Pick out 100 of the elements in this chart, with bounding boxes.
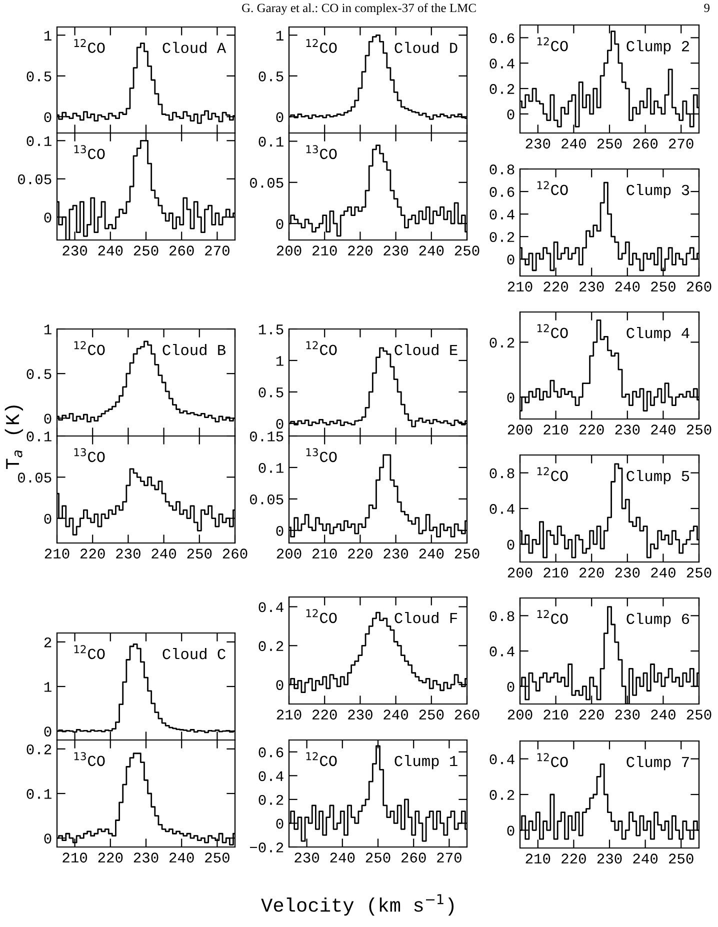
y-tick-label: 0.4 <box>490 58 514 69</box>
x-tick-label: 230 <box>384 548 408 559</box>
x-tick-label: 220 <box>80 548 105 559</box>
x-tick-label: 250 <box>134 246 158 256</box>
x-tick-label: 250 <box>651 282 676 292</box>
x-tick-label: 250 <box>454 246 480 256</box>
x-tick-label: 260 <box>222 548 248 559</box>
annotation: $^{12}$CO <box>537 610 568 624</box>
x-tick-label: 270 <box>437 852 462 863</box>
x-tick-label: 210 <box>62 852 88 863</box>
x-tick-label: 200 <box>508 710 532 720</box>
y-tick-label: 0.4 <box>490 210 514 220</box>
x-tick-label: 260 <box>454 710 480 720</box>
y-tick-label: 0 <box>276 112 284 122</box>
y-tick-label: 0.6 <box>490 33 514 44</box>
x-tick-label: 210 <box>276 710 302 720</box>
y-tick-label: 0.15 <box>250 432 284 442</box>
x-tick-label: 220 <box>312 710 337 720</box>
x-tick-label: 230 <box>615 568 640 578</box>
x-tick-label: 240 <box>419 246 444 256</box>
y-tick-label: 0.8 <box>490 611 514 622</box>
y-tick-label: 0.4 <box>490 646 514 656</box>
annotation: Clump 4 <box>626 326 690 342</box>
annotation: Cloud E <box>394 344 458 356</box>
x-tick-label: 230 <box>348 710 372 720</box>
x-tick-label: 240 <box>152 548 176 559</box>
x-tick-label: 200 <box>508 424 532 435</box>
x-tick-label: 220 <box>579 568 604 578</box>
y-tick-label: 0.4 <box>490 754 514 764</box>
x-tick-label: 230 <box>597 854 622 864</box>
x-tick-label: 230 <box>62 246 88 256</box>
annotation: $^{13}$CO <box>306 448 337 462</box>
x-tick-label: 240 <box>419 548 444 559</box>
y-tick-label: 0.2 <box>490 232 514 242</box>
x-tick-label: 220 <box>98 852 123 863</box>
y-tick-label: 0.05 <box>18 174 52 184</box>
y-tick-label: 0.5 <box>258 387 284 398</box>
y-tick-label: 2 <box>44 637 52 648</box>
x-tick-label: 250 <box>205 852 230 863</box>
y-tick-label: 0 <box>507 826 514 836</box>
x-tick-label: 240 <box>651 710 676 720</box>
x-tick-label: 260 <box>633 138 658 149</box>
annotation: $^{12}$CO <box>537 181 568 196</box>
y-tick-label: 0.2 <box>490 790 514 800</box>
y-tick-label: 0 <box>44 514 52 524</box>
x-tick-label: 270 <box>668 138 694 149</box>
x-tick-label: 270 <box>205 246 230 256</box>
x-tick-label: 220 <box>579 710 604 720</box>
x-tick-label: 230 <box>116 548 140 559</box>
y-tick-label: 1 <box>44 682 52 692</box>
x-tick-label: 210 <box>544 568 568 578</box>
y-tick-label: 0 <box>44 212 52 222</box>
annotation: Cloud C <box>162 648 226 660</box>
annotation: $^{12}$CO <box>306 609 337 624</box>
y-tick-label: 0 <box>276 418 284 429</box>
y-tick-label: 1 <box>44 30 52 40</box>
x-axis-title: Velocity (km s$^{−1}$) <box>261 894 454 916</box>
y-tick-label: 0.1 <box>26 789 52 799</box>
x-tick-label: 240 <box>562 138 586 149</box>
x-tick-label: 250 <box>454 548 480 559</box>
text: G. Garay et al.: CO in complex-37 of the LMC <box>242 3 476 15</box>
annotation: $^{13}$CO <box>74 448 105 462</box>
y-tick-label: −0.2 <box>250 842 284 852</box>
x-tick-label: 240 <box>98 246 123 256</box>
y-tick-label: 0.1 <box>26 432 52 442</box>
x-tick-label: 210 <box>544 424 568 435</box>
x-tick-label: 210 <box>312 246 337 256</box>
y-tick-label: 0 <box>276 818 284 829</box>
x-tick-label: 250 <box>686 424 712 435</box>
annotation: Cloud D <box>394 42 458 54</box>
x-tick-label: 230 <box>615 424 640 435</box>
y-tick-label: 1 <box>44 324 52 334</box>
y-tick-label: 1 <box>276 30 284 40</box>
x-tick-label: 200 <box>276 246 302 256</box>
y-tick-label: 0.8 <box>490 468 514 478</box>
x-tick-label: 220 <box>579 424 604 435</box>
annotation: $^{12}$CO <box>74 645 105 660</box>
annotation: Clump 1 <box>394 754 458 770</box>
text: T$_{a}$ (K) <box>4 406 23 470</box>
x-tick-label: 210 <box>544 710 568 720</box>
annotation: $^{12}$CO <box>306 341 337 356</box>
x-tick-label: 240 <box>633 854 658 864</box>
text: 9 <box>704 4 710 12</box>
x-tick-label: 240 <box>169 852 194 863</box>
x-tick-label: 230 <box>384 246 408 256</box>
x-tick-label: 200 <box>508 568 532 578</box>
y-tick-label: 0 <box>44 112 52 122</box>
y-tick-label: 0.4 <box>258 771 284 782</box>
y-tick-label: 0.05 <box>18 472 52 483</box>
y-tick-label: 0 <box>44 726 52 737</box>
y-tick-label: 0.5 <box>26 71 52 82</box>
x-tick-label: 230 <box>526 138 550 149</box>
x-tick-label: 250 <box>366 852 390 863</box>
y-tick-label: 0 <box>507 254 514 265</box>
y-tick-label: 0.2 <box>258 641 284 652</box>
y-tick-label: 0.8 <box>490 164 514 174</box>
x-tick-label: 220 <box>544 282 568 292</box>
y-tick-label: 0 <box>44 414 52 424</box>
y-tick-label: 0 <box>507 540 514 550</box>
y-tick-label: 0 <box>507 109 514 120</box>
